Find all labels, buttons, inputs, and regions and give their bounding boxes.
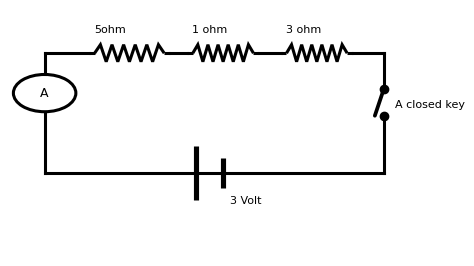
Text: 5ohm: 5ohm: [94, 24, 126, 35]
Text: 3 Volt: 3 Volt: [230, 196, 261, 206]
Text: 1 ohm: 1 ohm: [192, 24, 227, 35]
Text: 3 ohm: 3 ohm: [286, 24, 321, 35]
Text: A: A: [40, 87, 49, 99]
Text: A closed key: A closed key: [395, 100, 465, 110]
